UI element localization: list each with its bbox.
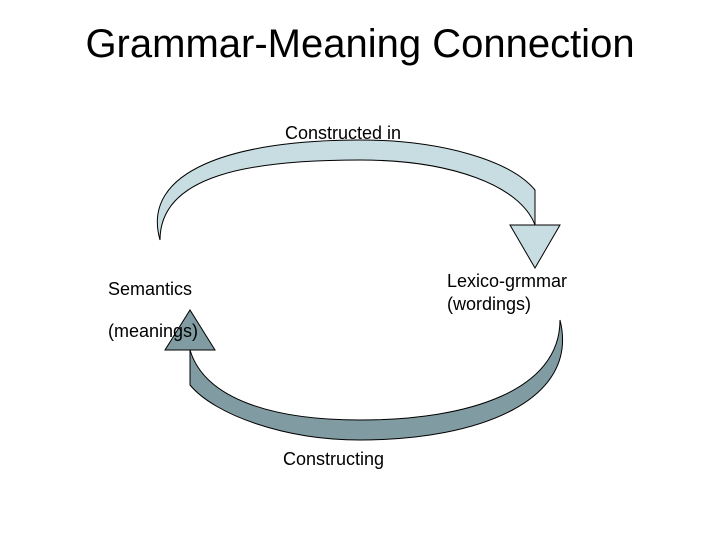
label-lexico: Lexico-grmmar (wordings) <box>447 270 567 315</box>
label-lexico-line2: (wordings) <box>447 294 531 314</box>
label-semantics: Semantics <box>108 278 192 301</box>
label-constructed-in: Constructed in <box>285 122 401 145</box>
arrow-top-head <box>510 225 560 268</box>
arrow-bottom <box>165 310 563 440</box>
label-lexico-line1: Lexico-grmmar <box>447 271 567 291</box>
label-constructing: Constructing <box>283 448 384 471</box>
arrow-top-body <box>157 140 535 240</box>
slide: Grammar-Meaning Connection Constructed i… <box>0 0 720 540</box>
arrow-bottom-body <box>190 320 563 440</box>
arrow-top <box>157 140 560 268</box>
label-meanings: (meanings) <box>108 320 198 343</box>
